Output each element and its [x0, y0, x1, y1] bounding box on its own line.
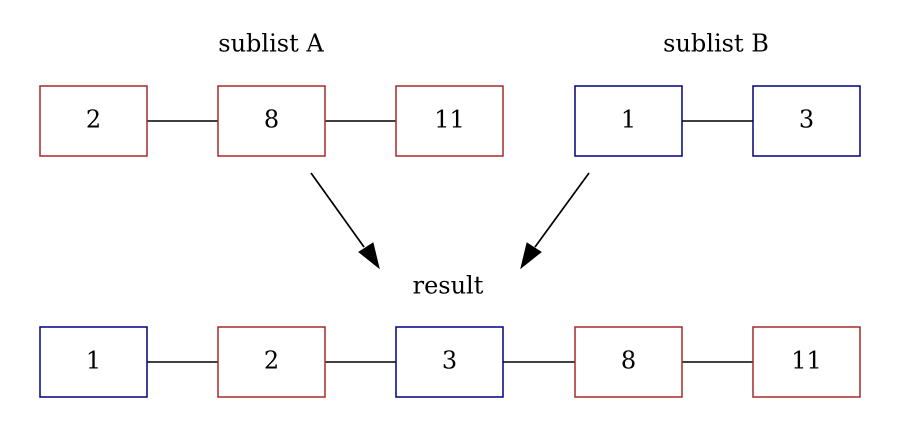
result-node-4-text: 8: [621, 347, 636, 375]
sublist-a-to-result-arrowhead: [358, 242, 380, 270]
sublist-a-node-1: [39, 85, 148, 157]
sublist-b-node-1-text: 1: [621, 106, 636, 134]
sublist-b-node-2-text: 3: [799, 106, 814, 134]
sublist-b-label: sublist B: [663, 30, 769, 58]
merge-arrows: [310, 172, 590, 270]
result-node-3: [395, 326, 504, 398]
result-group: result 1 2 3 8 11: [39, 272, 861, 398]
sublist-b-node-1: [574, 85, 683, 157]
result-node-1: [39, 326, 148, 398]
sublist-b-group: sublist B 1 3: [574, 30, 861, 157]
sublist-a-label: sublist A: [218, 30, 324, 58]
result-node-4: [574, 326, 683, 398]
result-label: result: [413, 272, 484, 300]
result-node-5-text: 11: [791, 347, 822, 375]
sublist-a-node-2: [217, 85, 326, 157]
result-node-2: [217, 326, 326, 398]
sublist-a-node-1-text: 2: [86, 106, 101, 134]
sublist-a-node-3: [395, 85, 504, 157]
sublist-a-to-result-arrow: [310, 172, 365, 248]
result-node-1-text: 1: [86, 347, 101, 375]
result-node-3-text: 3: [442, 347, 457, 375]
result-node-5: [752, 326, 861, 398]
result-node-2-text: 2: [264, 347, 279, 375]
sublist-b-to-result-arrow: [534, 172, 590, 248]
sublist-a-node-2-text: 8: [264, 106, 279, 134]
sublist-b-node-2: [752, 85, 861, 157]
sublist-b-to-result-arrowhead: [520, 242, 542, 270]
sublist-a-node-3-text: 11: [434, 106, 465, 134]
sublist-a-group: sublist A 2 8 11: [39, 30, 504, 157]
